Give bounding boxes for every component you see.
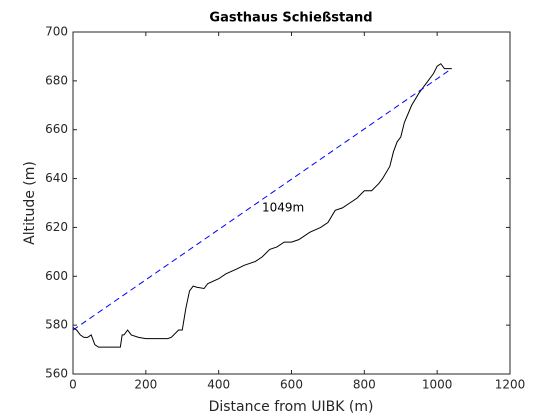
x-tick-label: 1200 — [495, 378, 526, 392]
y-tick-label: 680 — [45, 73, 68, 87]
y-tick-label: 560 — [45, 367, 68, 381]
y-tick-label: 660 — [45, 122, 68, 136]
y-tick-label: 600 — [45, 269, 68, 283]
y-tick-label: 640 — [45, 171, 68, 185]
x-axis-label: Distance from UIBK (m) — [209, 399, 374, 415]
line-series — [72, 63, 452, 348]
y-tick-label: 620 — [45, 220, 68, 234]
x-tick-label: 600 — [280, 378, 303, 392]
chart-title: Gasthaus Schießstand — [209, 11, 372, 26]
x-tick-label: 200 — [134, 378, 157, 392]
x-tick-label: 0 — [69, 378, 77, 392]
line-series — [72, 68, 453, 331]
x-tick-label: 400 — [207, 378, 230, 392]
y-axis-label: Altitude (m) — [22, 161, 38, 245]
y-tick-label: 700 — [45, 25, 68, 39]
x-tick-label: 800 — [353, 378, 376, 392]
y-tick-label: 580 — [45, 318, 68, 332]
x-tick-label: 1000 — [422, 378, 453, 392]
annotation: 1049m — [262, 200, 304, 214]
